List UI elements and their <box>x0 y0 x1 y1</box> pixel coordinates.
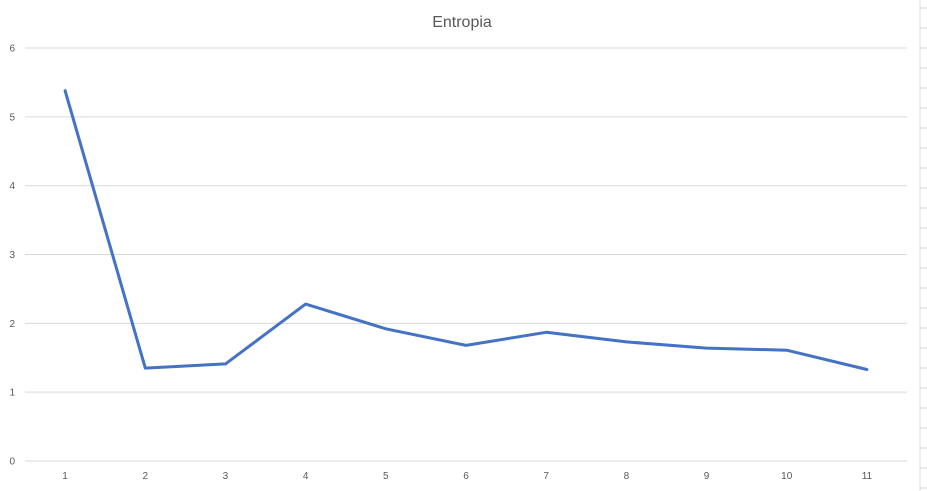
y-tick-label: 2 <box>9 319 15 330</box>
x-tick-label: 4 <box>303 471 309 482</box>
y-axis-tick-labels: 0 1 2 3 4 5 6 <box>9 44 15 468</box>
x-tick-label: 1 <box>62 471 68 482</box>
series-group <box>63 89 869 371</box>
y-tick-label: 3 <box>9 250 15 261</box>
x-tick-label: 2 <box>142 471 148 482</box>
y-tick-label: 6 <box>9 44 15 55</box>
series-line-1 <box>63 89 869 371</box>
x-axis-tick-labels: 1 2 3 4 5 6 7 8 9 10 11 <box>62 471 872 482</box>
y-tick-label: 1 <box>9 388 15 399</box>
x-tick-label: 5 <box>383 471 389 482</box>
x-tick-label: 11 <box>862 471 873 482</box>
x-tick-label: 9 <box>704 471 710 482</box>
x-tick-label: 7 <box>543 471 549 482</box>
gridlines <box>25 47 907 462</box>
x-tick-label: 8 <box>624 471 630 482</box>
right-edge-ticks <box>919 0 927 491</box>
y-tick-label: 4 <box>9 181 15 192</box>
y-tick-label: 5 <box>9 112 15 123</box>
chart-title: Entropia <box>432 14 492 31</box>
x-tick-label: 6 <box>463 471 469 482</box>
y-tick-label: 0 <box>9 457 15 468</box>
x-tick-label: 10 <box>781 471 793 482</box>
x-tick-label: 3 <box>223 471 229 482</box>
